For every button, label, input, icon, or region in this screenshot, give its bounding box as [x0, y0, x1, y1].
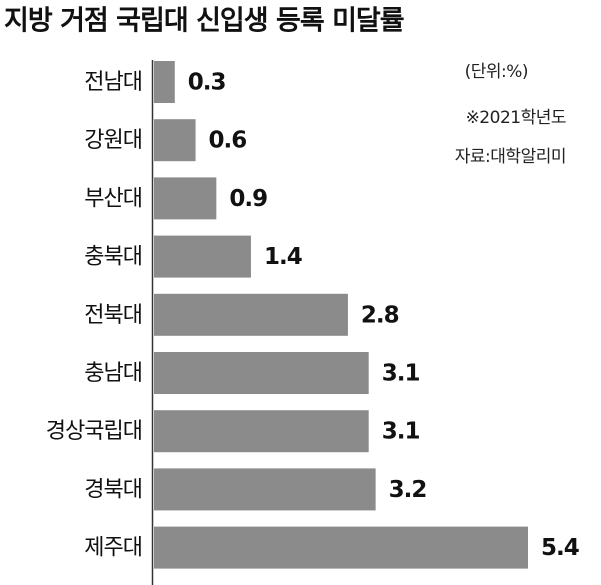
bar	[154, 410, 369, 453]
value-label: 3.1	[382, 419, 420, 445]
note: ※2021학년도	[466, 108, 566, 128]
value-label: 2.8	[361, 302, 399, 328]
source: 자료:대학알리미	[455, 147, 566, 167]
category-label: 부산대	[84, 186, 142, 211]
value-label: 1.4	[264, 244, 302, 270]
category-label: 경상국립대	[46, 419, 142, 444]
value-label: 3.2	[389, 477, 427, 503]
bar	[154, 468, 376, 511]
unit-label: (단위:%)	[465, 62, 528, 82]
bar	[154, 235, 251, 278]
category-label: 제주대	[84, 536, 142, 561]
bar	[154, 61, 175, 103]
value-label: 0.6	[209, 128, 247, 154]
bar	[154, 293, 348, 336]
bar	[154, 526, 528, 569]
category-label: 전북대	[84, 303, 142, 328]
chart-title: 지방 거점 국립대 신입생 등록 미달률	[4, 6, 404, 37]
bar	[154, 177, 217, 220]
value-label: 5.4	[541, 535, 579, 561]
value-label: 0.3	[188, 70, 226, 96]
category-label: 경북대	[84, 477, 142, 502]
category-label: 충남대	[84, 361, 142, 386]
category-label: 강원대	[84, 128, 142, 153]
value-label: 3.1	[382, 361, 420, 387]
category-label: 충북대	[84, 245, 142, 270]
bar	[154, 119, 196, 162]
bar	[154, 352, 369, 394]
category-label: 전남대	[84, 70, 142, 95]
value-label: 0.9	[229, 186, 267, 212]
